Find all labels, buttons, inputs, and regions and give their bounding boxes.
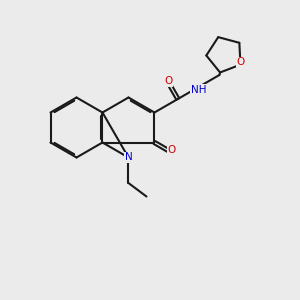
Text: NH: NH	[191, 85, 206, 95]
Text: O: O	[236, 57, 244, 67]
Text: N: N	[124, 152, 132, 163]
Text: O: O	[167, 145, 176, 155]
Text: O: O	[165, 76, 173, 86]
